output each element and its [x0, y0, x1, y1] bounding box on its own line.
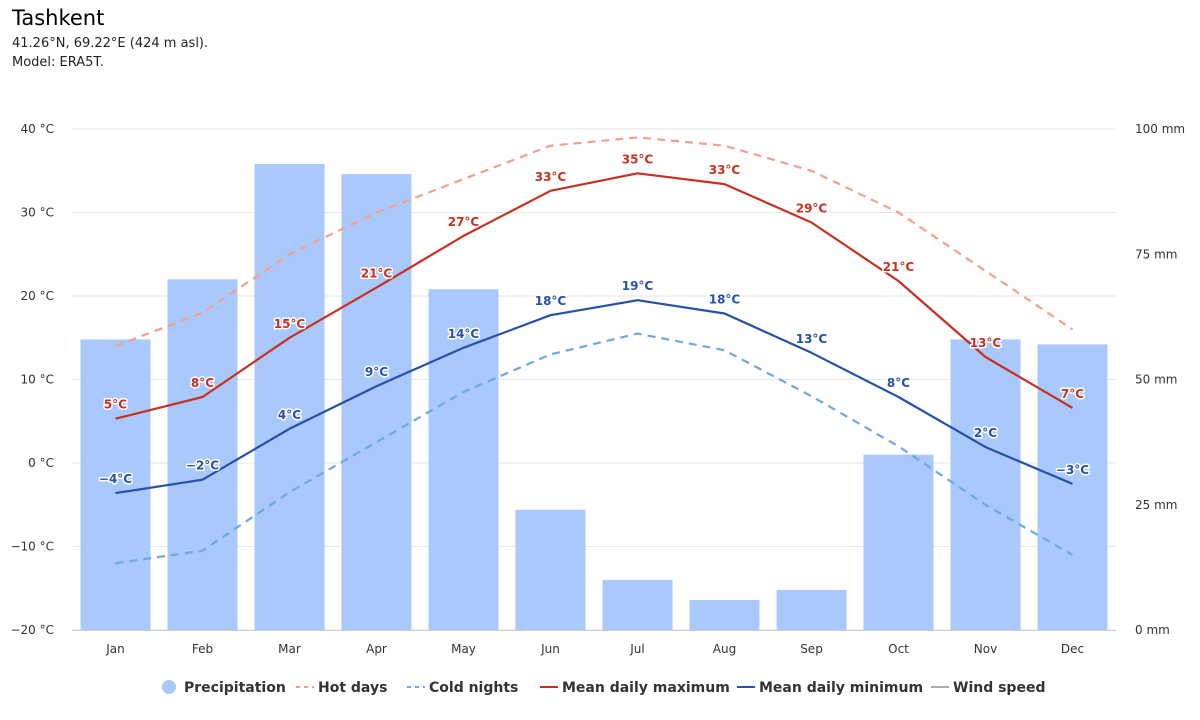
cold-nights-line: [115, 332, 1074, 565]
right-axis-tick-label: 100 mm: [1135, 122, 1185, 136]
left-axis-tick-label: 30 °C: [21, 206, 54, 220]
mean-daily-minimum-data-label: −4°C: [99, 472, 132, 486]
x-axis-tick-label: Apr: [366, 642, 387, 656]
mean-daily-minimum-data-label: 9°C: [365, 365, 388, 379]
mean-daily-minimum-data-label: 18°C: [535, 294, 567, 308]
mean-daily-minimum-data-label: −2°C: [186, 459, 219, 473]
precipitation-bar: [863, 454, 934, 630]
mean-daily-minimum-data-label: 13°C: [796, 332, 828, 346]
mean-daily-maximum-data-label: 13°C: [970, 336, 1002, 350]
x-axis-tick-label: May: [451, 642, 476, 656]
mean-daily-minimum-data-label: 18°C: [709, 293, 741, 307]
precipitation-bar: [950, 339, 1021, 630]
mean-daily-minimum-data-label: 2°C: [974, 426, 997, 440]
mean-daily-maximum-data-label: 7°C: [1061, 387, 1084, 401]
mean-daily-maximum-data-label: 15°C: [274, 317, 306, 331]
x-axis-tick-label: Mar: [278, 642, 301, 656]
precipitation-bar: [776, 589, 847, 630]
mean-daily-minimum-data-label: 4°C: [278, 408, 301, 422]
legend-cold-nights-label: Cold nights: [429, 680, 518, 696]
mean-daily-maximum-data-label: 27°C: [448, 215, 480, 229]
mean-daily-maximum-data-label: 33°C: [535, 170, 567, 184]
precipitation-bar: [167, 279, 238, 630]
legend-wind-speed-label: Wind speed: [953, 680, 1045, 696]
chart-title: Tashkent: [12, 6, 105, 30]
left-axis-tick-label: 10 °C: [21, 373, 54, 387]
x-axis-tick-label: Nov: [974, 642, 997, 656]
precipitation-bar: [689, 599, 760, 630]
legend-mean-daily-minimum-label: Mean daily minimum: [759, 680, 923, 696]
mean-daily-maximum-data-label: 21°C: [883, 260, 915, 274]
mean-daily-minimum-data-label: 14°C: [448, 327, 480, 341]
legend-precipitation-swatch: [162, 680, 176, 694]
mean-daily-minimum-data-label: −3°C: [1056, 463, 1089, 477]
mean-daily-maximum-data-label: 35°C: [622, 152, 654, 166]
x-axis-tick-label: Dec: [1061, 642, 1084, 656]
x-axis-tick-label: Jun: [540, 642, 560, 656]
mean-daily-minimum-line: [115, 299, 1073, 495]
mean-daily-maximum-data-label: 8°C: [191, 376, 214, 390]
legend-mean-daily-maximum-label: Mean daily maximum: [562, 680, 730, 696]
mean-daily-maximum-data-label: 5°C: [104, 398, 127, 412]
precipitation-bar: [1037, 344, 1108, 630]
precipitation-bar: [80, 339, 151, 630]
legend-precipitation-label: Precipitation: [184, 680, 286, 696]
mean-daily-maximum-data-label: 21°C: [361, 267, 393, 281]
left-axis-tick-label: −10 °C: [10, 540, 54, 554]
mean-daily-minimum-data-label: 8°C: [887, 376, 910, 390]
precipitation-bar: [341, 174, 412, 630]
model-label: Model: ERA5T.: [12, 55, 104, 70]
x-axis-tick-label: Sep: [800, 642, 823, 656]
mean-daily-maximum-data-label: 29°C: [796, 202, 828, 216]
x-axis-tick-label: Jul: [629, 642, 644, 656]
hot-days-line: [115, 136, 1074, 348]
right-axis-tick-label: 25 mm: [1135, 498, 1177, 512]
precipitation-bar: [515, 509, 586, 630]
mean-daily-maximum-line: [115, 172, 1074, 420]
left-axis-tick-label: 40 °C: [21, 122, 54, 136]
mean-daily-minimum-data-label: 19°C: [622, 279, 654, 293]
right-axis-tick-label: 50 mm: [1135, 373, 1177, 387]
right-axis-tick-label: 0 mm: [1135, 623, 1170, 637]
x-axis-tick-label: Oct: [888, 642, 909, 656]
legend-hot-days-label: Hot days: [318, 680, 387, 696]
x-axis-tick-label: Aug: [713, 642, 736, 656]
mean-daily-maximum-data-label: 33°C: [709, 163, 741, 177]
precipitation-bar: [428, 289, 499, 630]
left-axis-tick-label: 0 °C: [28, 456, 54, 470]
x-axis-tick-label: Jan: [105, 642, 125, 656]
x-axis-tick-label: Feb: [192, 642, 213, 656]
location-coordinates: 41.26°N, 69.22°E (424 m asl).: [12, 36, 209, 51]
precipitation-bar: [602, 579, 673, 630]
precipitation-bar: [254, 164, 325, 630]
left-axis-tick-label: 20 °C: [21, 289, 54, 303]
left-axis-tick-label: −20 °C: [10, 623, 54, 637]
right-axis-tick-label: 75 mm: [1135, 247, 1177, 261]
